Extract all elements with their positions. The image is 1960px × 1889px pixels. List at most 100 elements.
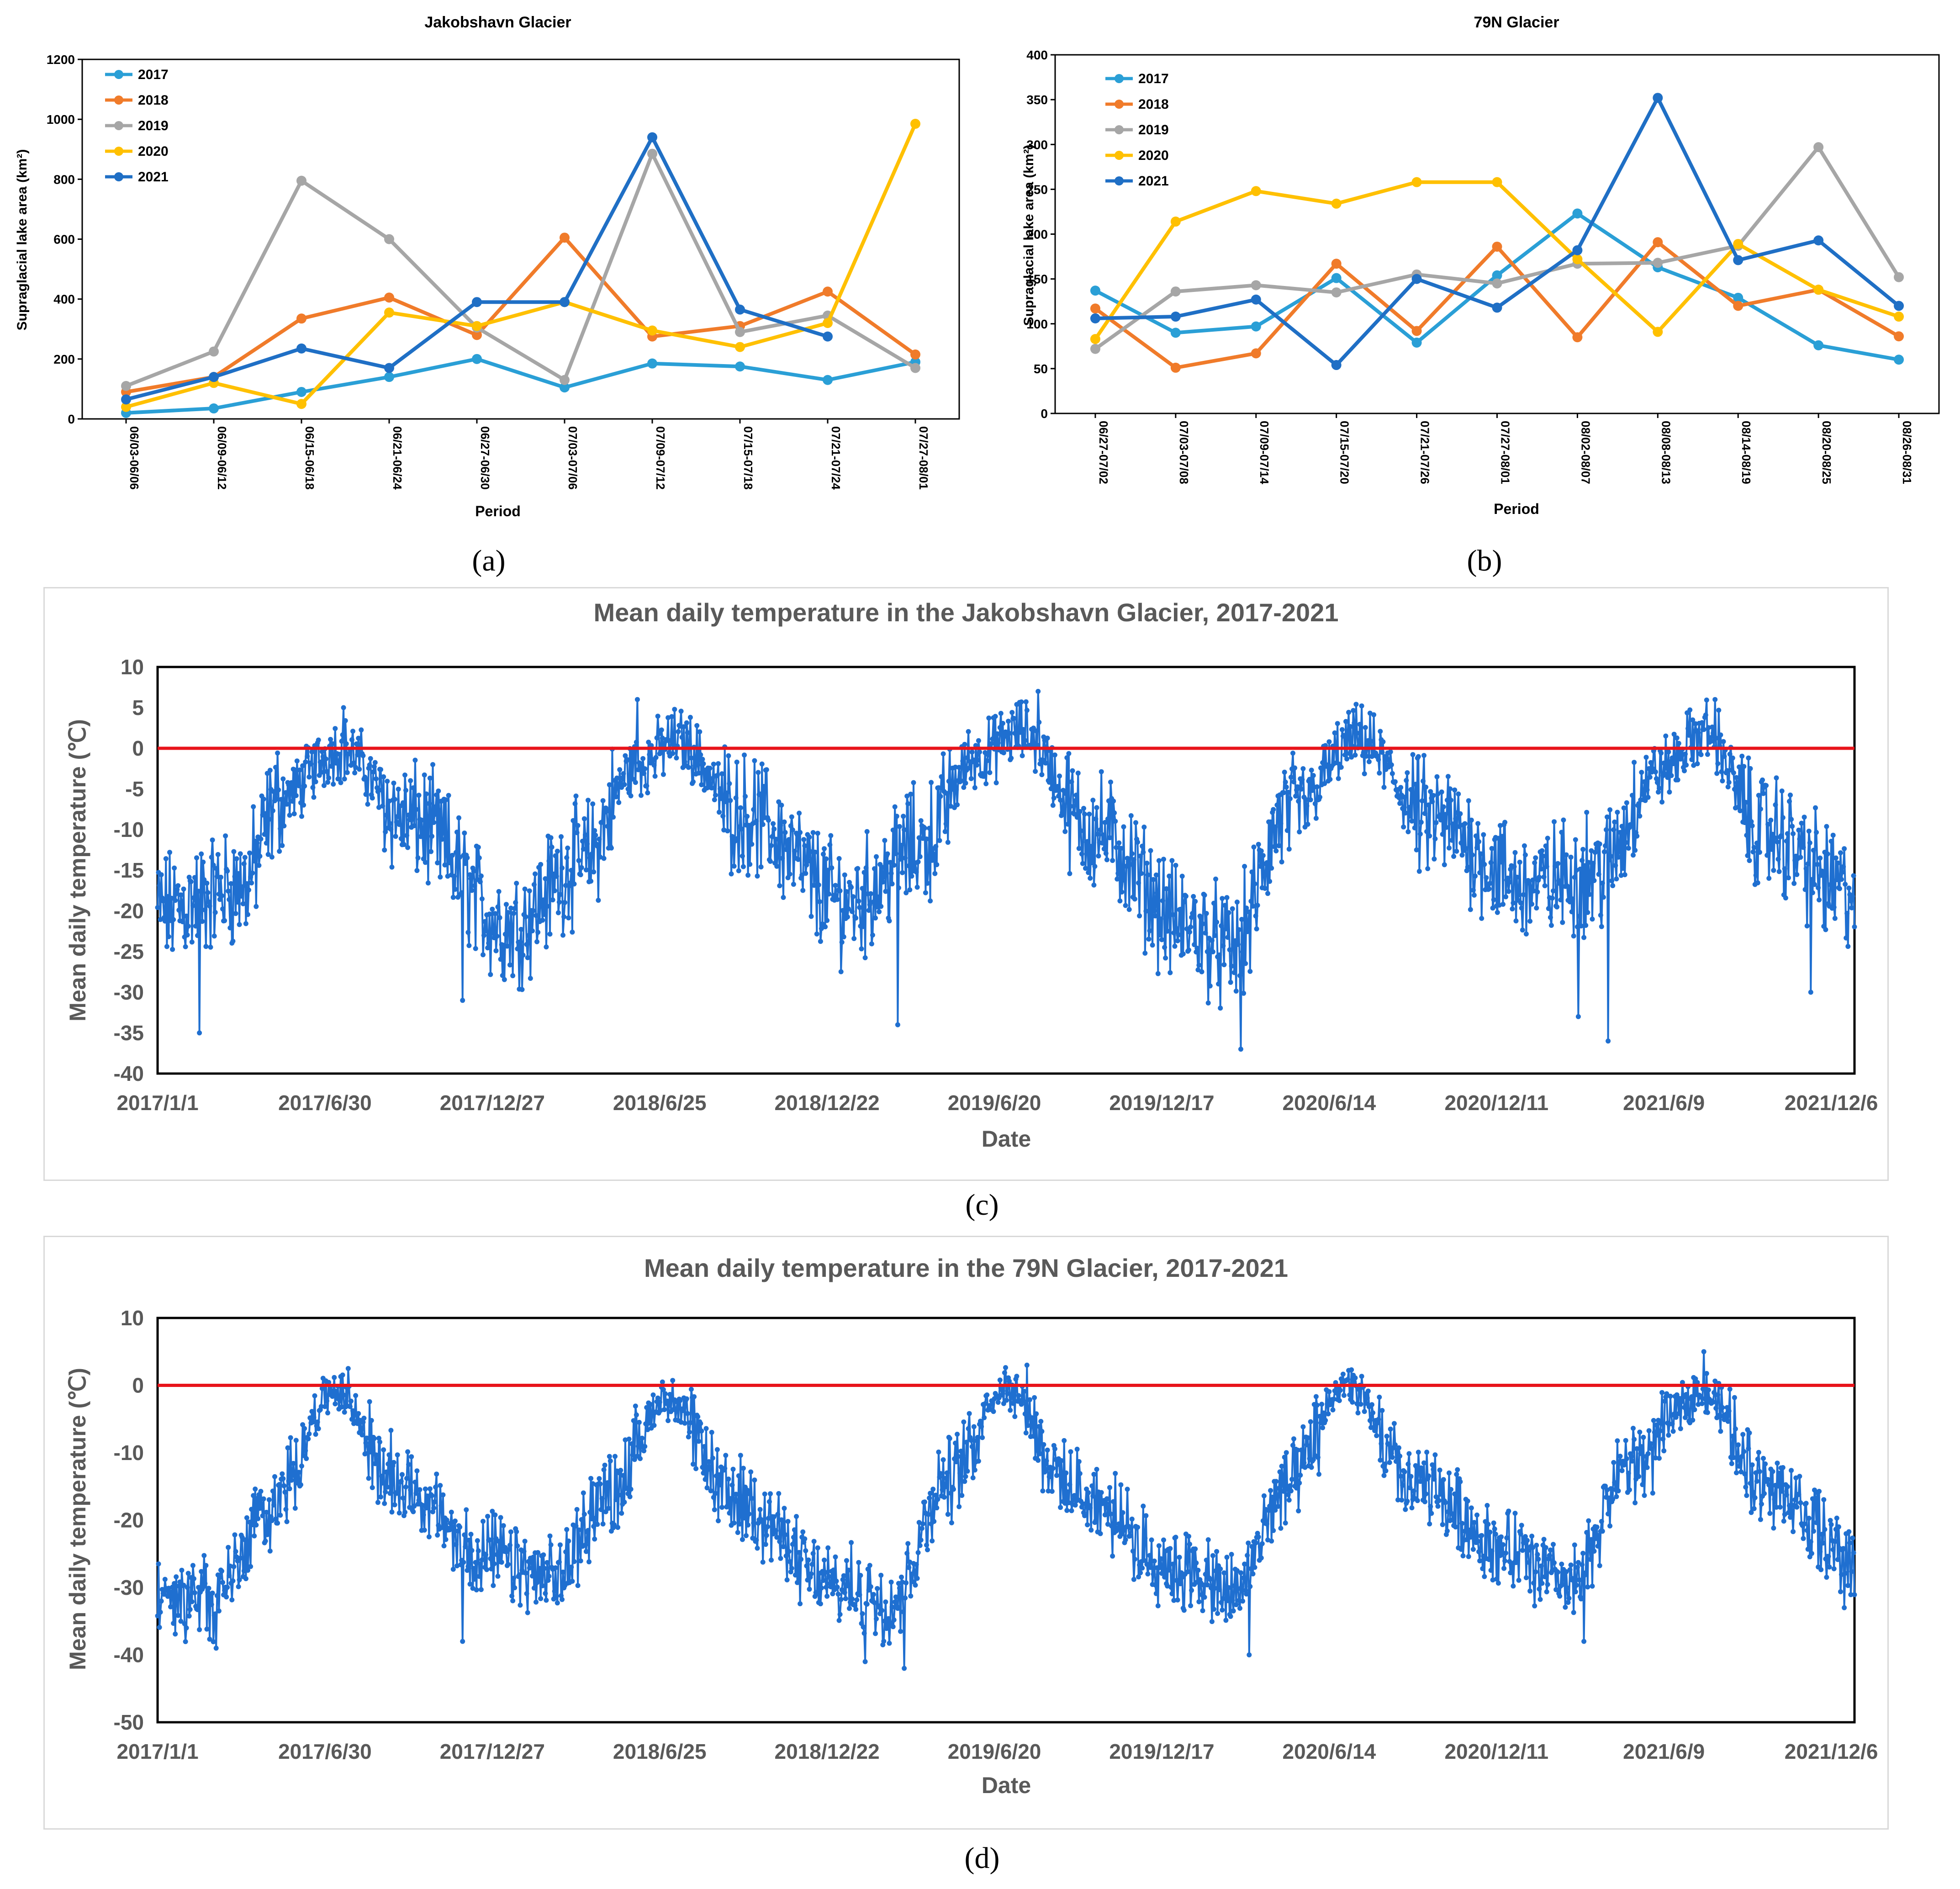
x-tick-label: 2020/12/11: [1444, 1091, 1548, 1115]
data-point: [1251, 186, 1261, 196]
data-point: [1040, 1488, 1046, 1494]
data-point: [1572, 254, 1583, 265]
data-point: [1724, 768, 1730, 773]
data-point: [1839, 877, 1844, 882]
x-tick-label: 07/09-07/12: [654, 426, 667, 490]
data-point: [1663, 733, 1669, 739]
data-point: [697, 729, 703, 735]
y-axis-label: Supraglacial lake area (km²): [1021, 145, 1036, 326]
data-point: [1055, 784, 1060, 789]
data-point: [783, 847, 789, 852]
data-point: [1506, 1508, 1511, 1514]
data-point: [712, 797, 717, 803]
data-point: [1836, 1524, 1841, 1529]
data-point: [1395, 1497, 1400, 1503]
x-tick-label: 06/15-06/18: [303, 426, 317, 490]
data-point: [1389, 762, 1394, 767]
data-point: [1624, 800, 1629, 805]
data-point: [946, 778, 951, 784]
data-point: [1059, 1458, 1064, 1463]
data-point: [1754, 841, 1759, 846]
data-point: [1403, 1507, 1408, 1512]
data-point: [1640, 1482, 1645, 1487]
data-point: [1205, 1000, 1211, 1005]
data-point: [481, 933, 486, 938]
data-point: [158, 872, 164, 878]
data-point: [1092, 864, 1098, 869]
data-point: [348, 1398, 354, 1404]
data-point: [1805, 1546, 1811, 1552]
data-point: [1759, 1501, 1764, 1507]
data-point: [835, 1592, 841, 1597]
data-point: [965, 1468, 970, 1474]
data-point: [1611, 827, 1617, 832]
plot-frame: [81, 58, 960, 420]
data-point: [582, 1542, 588, 1548]
data-point: [513, 900, 518, 905]
data-point: [777, 883, 782, 889]
data-point: [476, 855, 482, 861]
data-point: [1054, 1473, 1059, 1478]
data-point: [1531, 1580, 1537, 1586]
x-tick-label: 2019/6/20: [948, 1091, 1041, 1115]
data-point: [717, 810, 722, 815]
data-point: [1104, 1496, 1109, 1502]
y-tick-label: 400: [53, 292, 75, 307]
data-point: [1435, 1503, 1441, 1509]
data-point: [672, 707, 677, 712]
data-point: [569, 1564, 574, 1570]
data-point: [1169, 858, 1175, 863]
data-point: [1704, 697, 1709, 703]
data-point: [525, 955, 530, 960]
data-point: [1190, 911, 1195, 916]
data-point: [1203, 930, 1208, 936]
data-point: [1665, 775, 1670, 780]
data-point: [1340, 1371, 1346, 1377]
data-point: [1817, 1549, 1823, 1554]
data-point: [1033, 769, 1038, 774]
data-point: [1233, 989, 1239, 994]
data-point: [828, 1584, 834, 1589]
data-point: [1615, 1438, 1620, 1444]
data-point: [370, 1485, 375, 1490]
data-point: [1077, 1471, 1083, 1476]
data-point: [1736, 1442, 1741, 1448]
data-point: [1743, 799, 1749, 805]
data-point: [641, 771, 647, 776]
data-point: [238, 851, 243, 857]
data-point: [989, 741, 994, 746]
data-point: [1247, 968, 1253, 974]
data-point: [1379, 1408, 1385, 1413]
data-point: [647, 752, 652, 757]
y-tick-label: 1000: [47, 112, 75, 127]
data-point: [1685, 726, 1691, 731]
data-point: [1832, 1539, 1838, 1544]
data-point: [435, 860, 440, 866]
data-point: [1606, 1511, 1611, 1517]
data-point: [1637, 1429, 1643, 1435]
data-point: [1231, 1608, 1236, 1614]
data-point: [1123, 903, 1128, 908]
data-point: [396, 1488, 401, 1493]
data-point: [1116, 840, 1122, 846]
data-point: [507, 1542, 512, 1548]
data-point: [1592, 850, 1598, 855]
data-point: [1749, 1510, 1754, 1515]
x-tick-label: 2018/12/22: [775, 1091, 880, 1115]
data-point: [1499, 859, 1504, 865]
data-point: [1572, 874, 1577, 880]
data-point: [1130, 1548, 1136, 1554]
data-point: [1215, 1611, 1220, 1616]
x-axis-label: Period: [1494, 501, 1539, 517]
y-tick-label: -40: [114, 1062, 144, 1085]
data-point: [1152, 1558, 1157, 1564]
data-point: [1779, 1488, 1785, 1494]
data-point: [172, 865, 177, 871]
data-point: [508, 1529, 513, 1534]
data-point: [494, 1552, 500, 1557]
data-point: [1314, 784, 1320, 789]
data-point: [1253, 913, 1258, 919]
data-point: [495, 1573, 501, 1579]
data-point: [651, 762, 657, 768]
data-point: [1321, 1410, 1326, 1416]
